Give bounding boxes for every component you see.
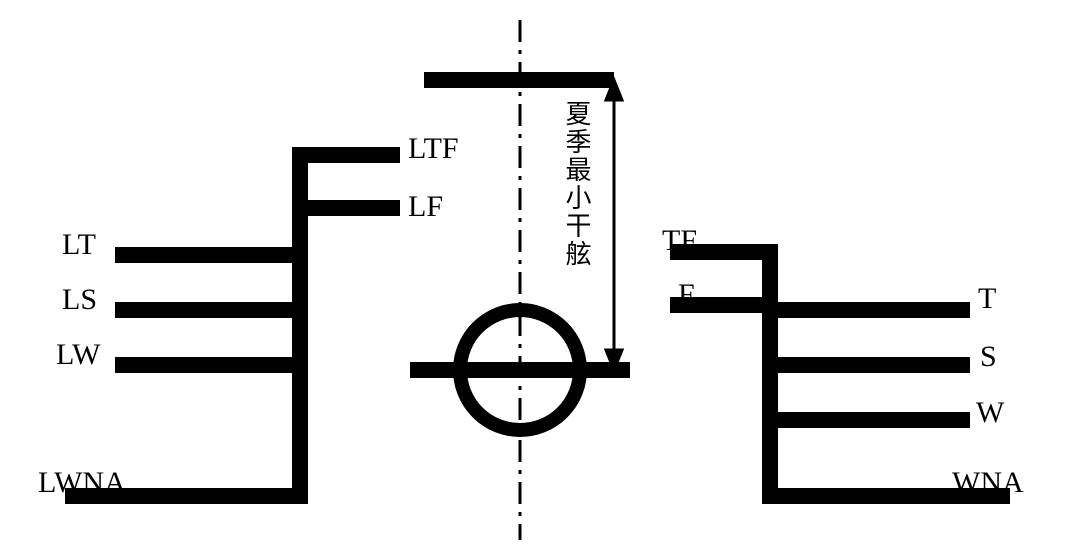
wna-label: WNA	[952, 466, 1024, 500]
freeboard-arrow	[606, 80, 622, 370]
f-label: F	[678, 278, 695, 312]
lw-label: LW	[56, 338, 100, 372]
tf-label: TF	[662, 224, 697, 258]
lt-label: LT	[62, 228, 96, 262]
lwna-label: LWNA	[38, 466, 126, 500]
s-label: S	[980, 340, 997, 374]
ltf-label: LTF	[408, 132, 459, 166]
ls-label: LS	[62, 283, 97, 317]
left-loadline-mark	[65, 147, 400, 504]
right-loadline-mark	[670, 244, 1010, 504]
load-line-diagram	[0, 0, 1080, 554]
t-label: T	[978, 282, 996, 316]
freeboard-label: 夏季最小干舷	[558, 100, 595, 268]
lf-label: LF	[408, 190, 443, 224]
w-label: W	[976, 396, 1004, 430]
